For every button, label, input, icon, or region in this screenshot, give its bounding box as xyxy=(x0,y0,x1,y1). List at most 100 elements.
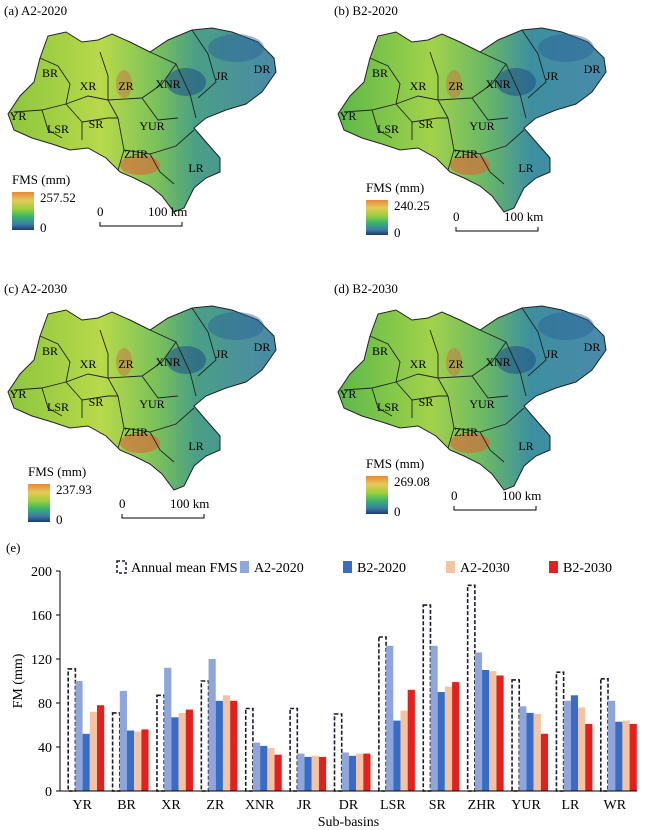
sub-basin-label: SR xyxy=(419,117,434,131)
basin-outline xyxy=(7,305,277,491)
x-tick-label: XR xyxy=(161,798,181,813)
bar xyxy=(304,756,312,791)
sub-basin-label: BR xyxy=(372,66,388,80)
legend-label: B2-2030 xyxy=(563,561,612,576)
bar xyxy=(333,713,343,792)
scale-bar xyxy=(99,222,183,227)
sub-basin-label: YR xyxy=(10,109,27,123)
bar xyxy=(563,700,571,791)
legend-max: 237.93 xyxy=(56,482,92,497)
sub-basin-boundary xyxy=(149,51,197,119)
x-tick-label: DR xyxy=(339,798,359,813)
sub-basin-label: ZHR xyxy=(124,147,148,161)
sub-basin-boundary xyxy=(479,51,527,119)
chart-panel-label: (e) xyxy=(6,540,20,555)
x-axis-label: Sub-basins xyxy=(318,815,379,830)
bar xyxy=(393,720,401,791)
sub-basin-label: DR xyxy=(584,340,601,354)
bar xyxy=(141,729,149,791)
sub-basin-label: JR xyxy=(546,69,559,83)
low-fms-zone xyxy=(166,68,206,96)
legend-swatch xyxy=(549,561,558,573)
scale-label: 100 km xyxy=(148,204,187,219)
panel-label: (a) A2-2020 xyxy=(4,3,67,18)
sub-basin-boundary xyxy=(99,51,119,119)
sub-basin-boundary xyxy=(371,387,393,417)
color-ramp xyxy=(12,192,34,230)
sub-basin-label: YUR xyxy=(139,119,164,133)
bar xyxy=(489,671,497,791)
bar xyxy=(356,753,364,791)
sub-basin-label: XR xyxy=(410,79,427,93)
map-panel: (a) A2-2020 BR XR ZR XNR JR DR YR LSR SR YUR ZHR LR F… xyxy=(4,3,277,235)
sub-basin-boundary xyxy=(453,407,525,433)
sub-basin-boundary xyxy=(107,341,177,379)
sub-basin-boundary xyxy=(453,129,525,155)
bar xyxy=(474,652,483,791)
legend-max: 257.52 xyxy=(40,190,76,205)
sub-basin-boundary xyxy=(479,431,505,463)
x-tick-label: SR xyxy=(429,798,447,813)
sub-basin-label: LR xyxy=(188,439,203,453)
bar xyxy=(363,753,371,791)
sub-basin-boundary xyxy=(521,29,547,99)
y-axis-label: FM (mm) xyxy=(11,653,26,708)
x-tick-label: LR xyxy=(561,798,580,813)
bar xyxy=(526,712,534,791)
sub-basin-boundary xyxy=(395,373,439,383)
bar xyxy=(297,753,305,791)
color-ramp xyxy=(366,200,388,235)
bar xyxy=(444,686,453,791)
bar xyxy=(311,755,319,791)
sub-basin-map: BR XR ZR XNR JR DR YR LSR SR YUR ZHR LR xyxy=(337,305,607,491)
sub-basin-label: LSR xyxy=(377,122,399,136)
sub-basin-label: XNR xyxy=(485,77,510,91)
sub-basin-label: SR xyxy=(89,395,104,409)
low-fms-zone xyxy=(538,34,594,62)
sub-basin-label: LSR xyxy=(47,122,69,136)
scale-zero: 0 xyxy=(451,488,458,503)
legend-title: FMS (mm) xyxy=(366,180,424,195)
y-tick-label: 120 xyxy=(31,653,52,668)
sub-basin-label: ZHR xyxy=(454,147,478,161)
bar xyxy=(407,689,415,791)
sub-basin-label: JR xyxy=(216,347,229,361)
sub-basin-label: LSR xyxy=(377,400,399,414)
bar xyxy=(171,717,179,791)
low-fms-zone xyxy=(208,312,264,340)
sub-basin-map: BR XR ZR XNR JR DR YR LSR SR YUR ZHR LR xyxy=(7,305,277,491)
sub-basin-label: LR xyxy=(188,161,203,175)
sub-basin-label: YR xyxy=(340,109,357,123)
bar xyxy=(119,690,127,791)
bar xyxy=(519,706,527,791)
map-panel: (c) A2-2030 BR XR ZR XNR JR DR YR LSR SR YUR ZHR LR F… xyxy=(4,281,277,527)
bar xyxy=(533,714,541,791)
bar xyxy=(134,731,142,791)
bar xyxy=(608,700,616,791)
bar xyxy=(466,584,476,792)
bar xyxy=(511,679,521,792)
sub-basin-label: YUR xyxy=(139,397,164,411)
sub-basin-label: JR xyxy=(546,347,559,361)
low-fms-zone xyxy=(166,346,206,374)
sub-basin-label: YUR xyxy=(469,119,494,133)
sub-basin-boundary xyxy=(81,117,118,123)
bar xyxy=(274,754,282,791)
bar xyxy=(208,659,216,791)
bar xyxy=(126,730,135,791)
sub-basin-boundary xyxy=(369,335,401,383)
x-tick-label: YUR xyxy=(511,798,541,813)
scale-label: 100 km xyxy=(504,209,543,224)
sub-basin-boundary xyxy=(411,395,448,401)
sub-basin-boundary xyxy=(107,63,177,101)
bar xyxy=(378,636,387,792)
sub-basin-label: DR xyxy=(254,62,271,76)
panel-label: (b) B2-2020 xyxy=(334,3,398,18)
sub-basin-boundary xyxy=(521,307,547,377)
bar xyxy=(200,680,210,792)
bar xyxy=(430,645,438,791)
sub-basin-label: LR xyxy=(518,439,533,453)
low-fms-zone xyxy=(496,68,536,96)
bar xyxy=(400,710,408,791)
bar xyxy=(422,604,432,792)
